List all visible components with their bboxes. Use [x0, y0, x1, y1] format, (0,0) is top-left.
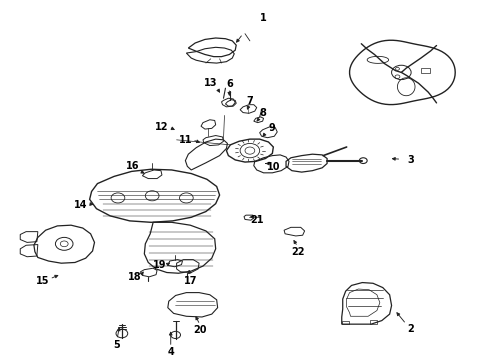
- Text: 17: 17: [184, 276, 197, 286]
- Text: 3: 3: [408, 155, 415, 165]
- Text: 21: 21: [250, 215, 264, 225]
- Text: 6: 6: [226, 79, 233, 89]
- Text: 19: 19: [153, 260, 167, 270]
- Text: 9: 9: [269, 123, 276, 133]
- Text: 1: 1: [260, 13, 267, 23]
- Text: 10: 10: [267, 162, 280, 172]
- Text: 11: 11: [179, 135, 192, 145]
- Text: 5: 5: [114, 340, 121, 350]
- Text: 16: 16: [126, 161, 139, 171]
- Text: 18: 18: [128, 272, 142, 282]
- Text: 7: 7: [246, 96, 253, 106]
- Text: 15: 15: [36, 276, 49, 286]
- Text: 14: 14: [74, 200, 88, 210]
- Text: 12: 12: [155, 122, 169, 132]
- Text: 20: 20: [193, 325, 207, 335]
- Text: 2: 2: [407, 324, 414, 334]
- Text: 13: 13: [204, 78, 218, 88]
- Text: 22: 22: [291, 247, 304, 257]
- Text: 4: 4: [168, 347, 174, 357]
- Text: 8: 8: [259, 108, 266, 118]
